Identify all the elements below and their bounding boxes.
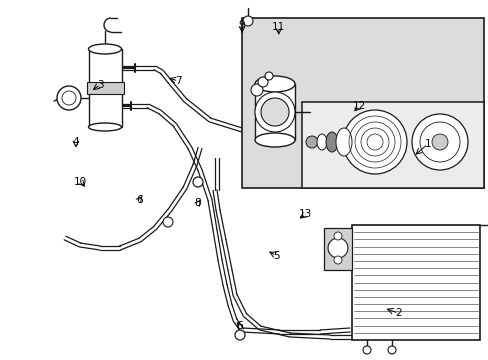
Circle shape bbox=[264, 72, 272, 80]
Circle shape bbox=[193, 177, 203, 187]
Bar bbox=[254, 84, 294, 140]
Text: 5: 5 bbox=[272, 251, 279, 261]
Circle shape bbox=[254, 92, 294, 132]
Text: 10: 10 bbox=[74, 177, 87, 187]
Circle shape bbox=[62, 91, 76, 105]
Ellipse shape bbox=[316, 134, 326, 150]
Circle shape bbox=[261, 98, 288, 126]
Text: 6: 6 bbox=[236, 321, 243, 331]
Ellipse shape bbox=[254, 76, 294, 92]
Circle shape bbox=[250, 84, 263, 96]
Ellipse shape bbox=[305, 136, 317, 148]
Text: 8: 8 bbox=[194, 198, 201, 208]
Circle shape bbox=[342, 110, 406, 174]
Circle shape bbox=[327, 238, 347, 258]
Circle shape bbox=[419, 122, 459, 162]
Text: 6: 6 bbox=[136, 195, 142, 205]
Text: 3: 3 bbox=[97, 80, 103, 90]
Circle shape bbox=[57, 86, 81, 110]
Bar bbox=[324, 228, 351, 270]
Circle shape bbox=[387, 346, 395, 354]
Ellipse shape bbox=[325, 132, 337, 152]
Text: 4: 4 bbox=[72, 137, 79, 147]
Circle shape bbox=[333, 232, 341, 240]
Ellipse shape bbox=[88, 123, 121, 131]
Circle shape bbox=[362, 346, 370, 354]
Text: 2: 2 bbox=[394, 308, 401, 318]
Text: 12: 12 bbox=[352, 101, 366, 111]
Bar bbox=[351, 225, 479, 340]
Bar bbox=[242, 18, 483, 188]
Text: 11: 11 bbox=[271, 22, 285, 32]
Circle shape bbox=[243, 16, 252, 26]
Circle shape bbox=[235, 330, 244, 340]
Ellipse shape bbox=[88, 44, 121, 54]
Circle shape bbox=[411, 114, 467, 170]
Bar bbox=[89, 49, 122, 127]
Circle shape bbox=[163, 217, 173, 227]
Text: 9: 9 bbox=[238, 20, 245, 30]
Ellipse shape bbox=[254, 133, 294, 147]
Circle shape bbox=[333, 256, 341, 264]
Circle shape bbox=[431, 134, 447, 150]
Bar bbox=[87, 82, 124, 94]
Text: 1: 1 bbox=[424, 139, 430, 149]
Text: 13: 13 bbox=[298, 209, 312, 219]
Text: 7: 7 bbox=[175, 76, 182, 86]
Ellipse shape bbox=[335, 128, 351, 156]
Bar bbox=[302, 102, 483, 188]
Circle shape bbox=[258, 77, 267, 87]
